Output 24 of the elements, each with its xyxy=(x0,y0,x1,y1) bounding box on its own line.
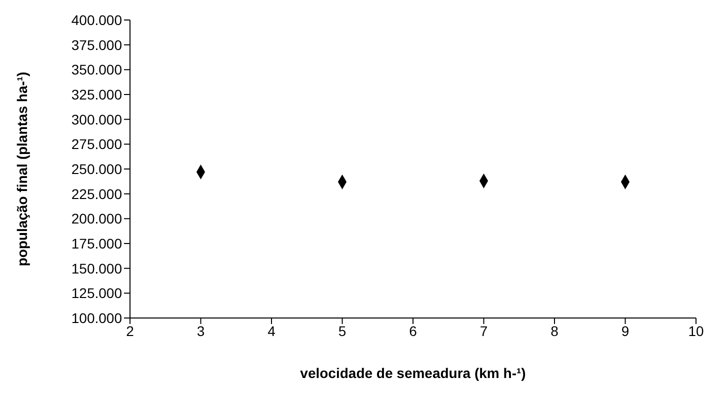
x-tick-label: 10 xyxy=(688,322,704,339)
y-tick-label: 200.000 xyxy=(71,210,122,227)
x-tick-label: 2 xyxy=(126,322,134,339)
x-tick-label: 9 xyxy=(621,322,630,339)
y-tick-label: 300.000 xyxy=(71,111,122,128)
x-tick-label: 5 xyxy=(338,322,346,339)
x-tick-label: 3 xyxy=(196,322,205,339)
x-tick-label: 8 xyxy=(550,322,559,339)
y-tick-label: 400.000 xyxy=(71,12,122,28)
x-axis-title: velocidade de semeadura (km h-¹) xyxy=(300,365,526,381)
y-axis-title: população final (plantas ha-¹) xyxy=(14,72,30,266)
y-tick-label: 100.000 xyxy=(71,310,122,326)
y-tick-label: 125.000 xyxy=(71,285,122,302)
y-tick-label: 225.000 xyxy=(71,186,122,202)
y-tick-label: 325.000 xyxy=(71,86,122,102)
y-tick-label: 250.000 xyxy=(71,160,122,177)
y-tick-label: 150.000 xyxy=(71,260,122,276)
x-tick-label: 7 xyxy=(480,322,488,339)
x-tick-label: 4 xyxy=(268,322,276,339)
y-tick-label: 275.000 xyxy=(71,136,122,152)
y-tick-label: 350.000 xyxy=(71,62,122,78)
x-tick-label: 6 xyxy=(409,322,418,339)
y-tick-label: 375.000 xyxy=(71,36,122,53)
y-tick-label: 175.000 xyxy=(71,235,122,252)
